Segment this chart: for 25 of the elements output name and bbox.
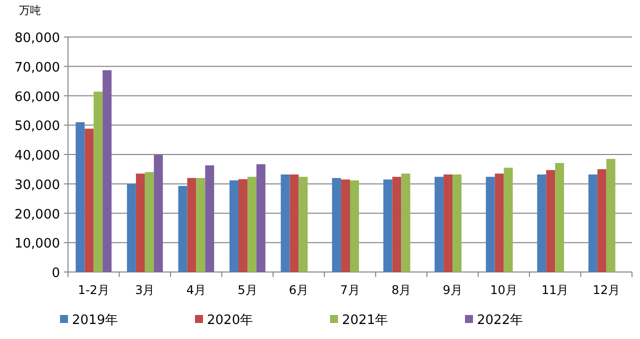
x-tick-label: 8月 — [391, 283, 412, 297]
y-tick-label: 40,000 — [14, 148, 60, 164]
x-tick-label: 9月 — [442, 283, 462, 297]
legend-label: 2020年 — [207, 313, 254, 328]
y-tick-label: 0 — [52, 266, 60, 281]
y-tick-label: 30,000 — [14, 178, 60, 193]
legend-label: 2019年 — [72, 313, 118, 328]
x-tick-label: 4月 — [186, 283, 206, 297]
legend-label: 2021年 — [342, 313, 388, 328]
x-tick-label: 3月 — [135, 283, 155, 297]
x-tick-label: 5月 — [238, 283, 258, 297]
y-tick-label: 50,000 — [14, 119, 60, 134]
y-tick-label: 20,000 — [14, 207, 60, 222]
legend-label: 2022年 — [477, 313, 524, 328]
y-tick-label: 10,000 — [14, 236, 60, 252]
x-tick-label: 12月 — [592, 283, 620, 297]
y-tick-label: 70,000 — [14, 60, 60, 76]
x-tick-label: 11月 — [541, 283, 569, 297]
x-tick-label: 7月 — [340, 283, 360, 297]
x-tick-label: 1-2月 — [78, 283, 110, 297]
x-tick-label: 10月 — [490, 283, 518, 297]
y-tick-label: 60,000 — [14, 90, 60, 105]
x-tick-label: 6月 — [288, 283, 309, 297]
y-axis-title: 万吨 — [19, 4, 41, 17]
y-tick-label: 80,000 — [14, 31, 60, 46]
